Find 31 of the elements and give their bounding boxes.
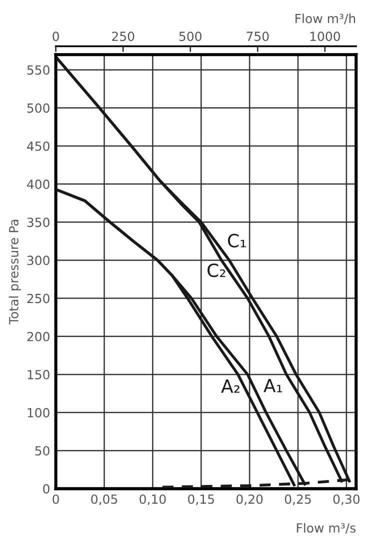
series-label: C₂: [208, 263, 226, 278]
y-tick-label: 250: [27, 294, 50, 304]
y-tick-label: 400: [27, 180, 50, 189]
y-axis-title: Total pressure Pa: [8, 220, 21, 325]
x2-tick-label: 0: [52, 32, 59, 42]
y-tick-label: 100: [28, 408, 50, 418]
x-tick-label: 0,30: [333, 494, 360, 506]
x-tick-label: 0,15: [188, 494, 214, 506]
y-tick-label: 200: [27, 332, 50, 342]
series-label: C₁: [228, 234, 246, 248]
x2-tick-label: 500: [179, 32, 202, 42]
y-tick-label: 500: [27, 103, 50, 113]
series-label: A₂: [221, 380, 240, 393]
x-tick-label: 0: [52, 494, 59, 504]
x2-axis-title: Flow m³/h: [296, 14, 356, 24]
x-tick-label: 0,05: [91, 494, 118, 506]
y-tick-label: 350: [27, 218, 50, 228]
x2-tick-label: 250: [112, 32, 134, 42]
x2-tick-label: 1000: [310, 32, 340, 42]
x-tick-label: 0,20: [236, 494, 263, 506]
y-tick-label: 300: [27, 256, 50, 266]
x-axis-title: Flow m³/s: [296, 522, 356, 534]
x-tick-label: 0,10: [140, 494, 166, 506]
y-tick-label: 0: [43, 484, 50, 494]
y-tick-label: 150: [28, 370, 50, 380]
y-tick-label: 50: [35, 446, 50, 456]
x-tick-label: 0,25: [284, 494, 311, 506]
y-tick-label: 550: [27, 65, 50, 75]
y-tick-label: 450: [27, 141, 50, 151]
x2-tick-label: 750: [246, 32, 269, 42]
series-label: A₁: [264, 379, 282, 392]
